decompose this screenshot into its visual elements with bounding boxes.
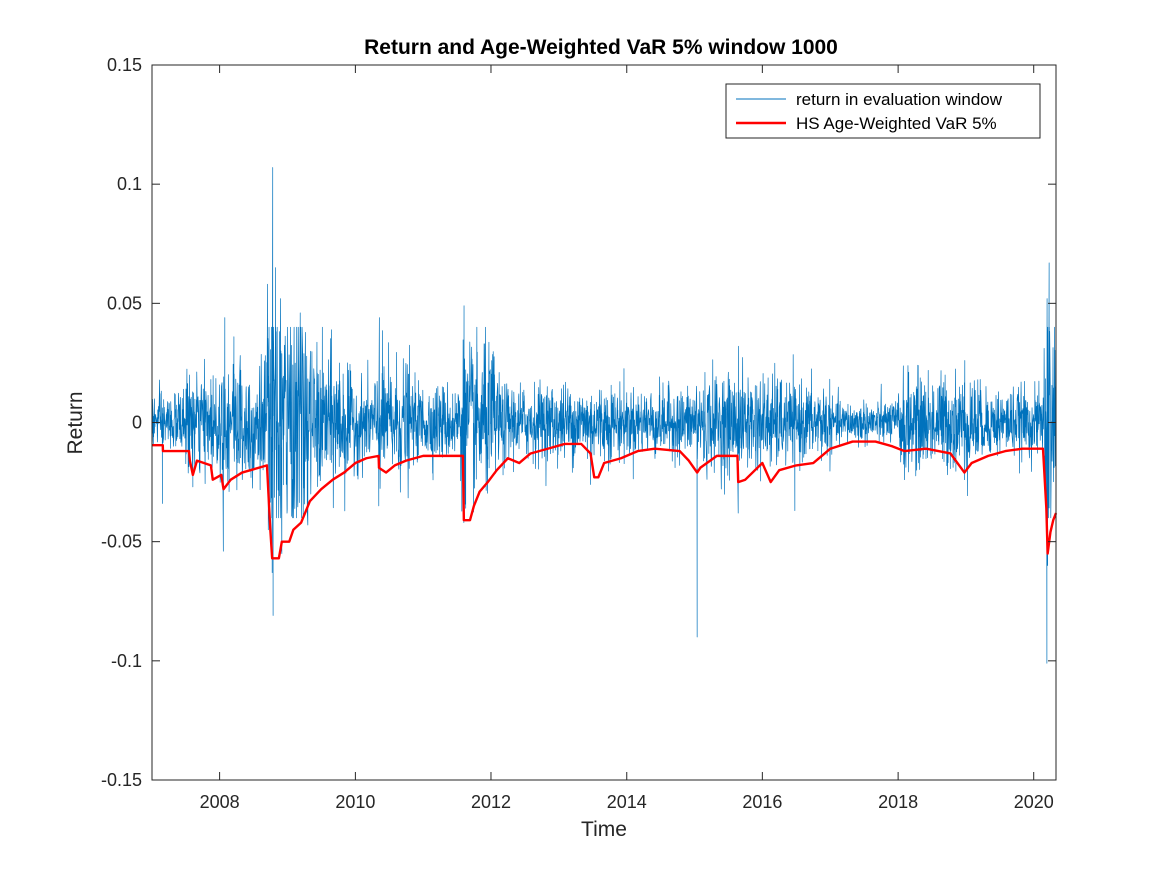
y-axis-label: Return [64,391,87,454]
x-tick-label: 2010 [335,792,375,812]
x-axis-label: Time [581,818,627,841]
x-tick-label: 2016 [742,792,782,812]
plot-area: 2008 2010 2012 2014 2016 2018 2020 0.15 0.1 0.05 0… [101,55,1058,812]
y-tick-label: 0.15 [107,55,142,75]
chart-title: Return and Age-Weighted VaR 5% window 10… [364,36,838,59]
y-tick-label: -0.05 [101,532,142,552]
x-tick-label: 2020 [1014,792,1054,812]
y-tick-label: 0 [132,413,142,433]
x-tick-label: 2012 [471,792,511,812]
y-tick-label: 0.1 [117,174,142,194]
y-tick-label: 0.05 [107,293,142,313]
ticks-layer: 2008 2010 2012 2014 2016 2018 2020 0.15 0.1 0.05 0… [101,55,1056,812]
axes-box [151,64,1057,781]
legend-label-return: return in evaluation window [796,90,1003,109]
legend-label-var: HS Age-Weighted VaR 5% [796,114,997,133]
series-layer [151,167,1058,664]
legend: return in evaluation window HS Age-Weigh… [725,83,1041,139]
y-tick-label: -0.1 [111,651,142,671]
x-tick-label: 2018 [878,792,918,812]
x-tick-label: 2008 [200,792,240,812]
y-tick-label: -0.15 [101,770,142,790]
x-tick-label: 2014 [607,792,647,812]
series-var-line [152,440,1058,560]
series-return-line [151,167,1057,664]
legend-box [725,83,1041,139]
